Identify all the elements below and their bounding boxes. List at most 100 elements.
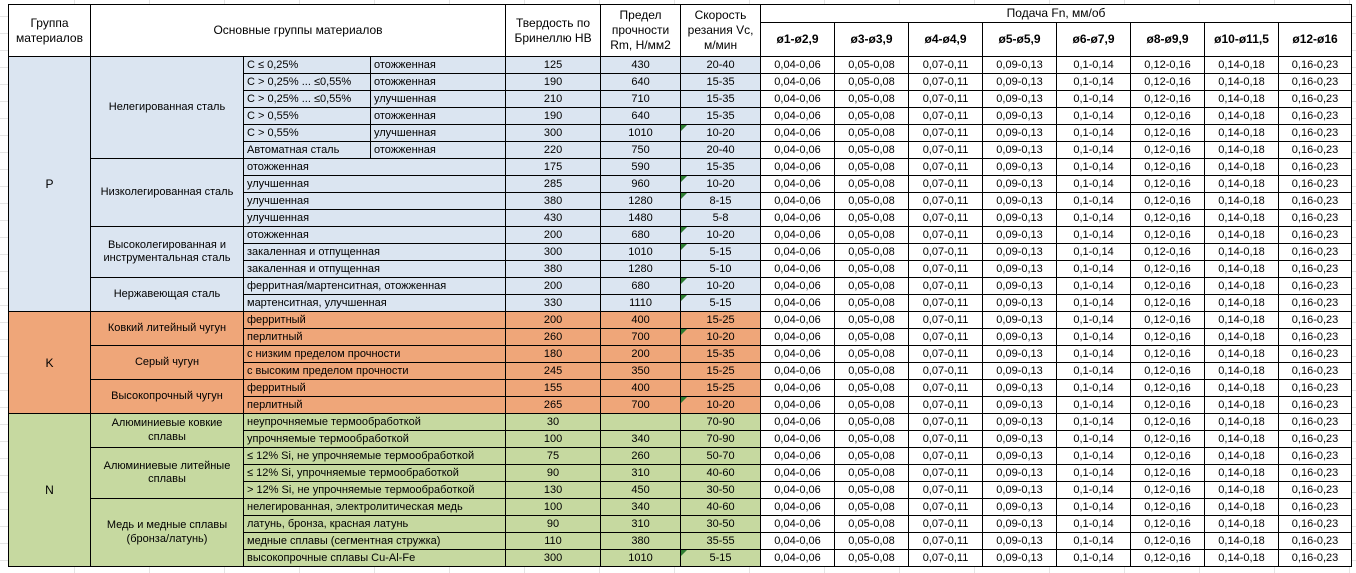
feed-cell: 0,16-0,23 <box>1278 362 1353 380</box>
feed-cell: 0,09-0,13 <box>982 447 1058 465</box>
feed-cell: 0,16-0,23 <box>1278 345 1353 363</box>
composition-cell: С > 0,55% <box>243 124 371 142</box>
speed-cell: 15-35 <box>680 73 762 91</box>
feed-cell: 0,04-0,06 <box>760 243 836 261</box>
feed-cell: 0,1-0,14 <box>1056 379 1132 397</box>
feed-cell: 0,05-0,08 <box>834 498 910 516</box>
speed-cell: 40-60 <box>680 464 762 482</box>
feed-cell: 0,14-0,18 <box>1204 311 1280 329</box>
feed-cell: 0,16-0,23 <box>1278 175 1353 193</box>
feed-cell: 0,16-0,23 <box>1278 260 1353 278</box>
table-row: мартенситная, улучшенная 330 1110 5-15 0,04-… <box>9 294 1353 312</box>
feed-cell: 0,16-0,23 <box>1278 243 1353 261</box>
feed-cell: 0,14-0,18 <box>1204 73 1280 91</box>
feed-cell: 0,04-0,06 <box>760 464 836 482</box>
feed-cell: 0,14-0,18 <box>1204 345 1280 363</box>
feed-cell: 0,04-0,06 <box>760 447 836 465</box>
feed-cell: 0,1-0,14 <box>1056 430 1132 448</box>
note-corner-triangle-icon <box>681 550 688 556</box>
table-row: Низколегированная сталь отожженная 175 590 1… <box>9 158 1353 227</box>
header-feed-diameter: ø10-ø11,5 <box>1204 22 1280 57</box>
speed-cell: 15-25 <box>680 362 762 380</box>
feed-cell: 0,12-0,16 <box>1130 277 1206 295</box>
strength-cell: 340 <box>600 498 682 516</box>
table-row: С > 0,55% улучшенная 300 1010 10-20 0,04-0,06… <box>9 124 1353 142</box>
group-letter-cell: P <box>8 56 91 312</box>
strength-cell: 640 <box>600 107 682 125</box>
feed-cell: 0,16-0,23 <box>1278 107 1353 125</box>
feed-cell: 0,12-0,16 <box>1130 158 1206 176</box>
speed-cell: 35-55 <box>680 532 762 550</box>
feed-cell: 0,12-0,16 <box>1130 107 1206 125</box>
feed-cell: 0,14-0,18 <box>1204 175 1280 193</box>
feed-cell: 0,05-0,08 <box>834 464 910 482</box>
state-cell: улучшенная <box>369 124 507 142</box>
speed-cell: 5-15 <box>680 294 762 312</box>
strength-cell: 310 <box>600 515 682 533</box>
feed-cell: 0,04-0,06 <box>760 277 836 295</box>
feed-cell: 0,05-0,08 <box>834 175 910 193</box>
feed-cell: 0,16-0,23 <box>1278 141 1353 159</box>
strength-cell <box>600 413 682 431</box>
table-row: Алюминиевые литейные сплавы ≤ 12% Si, не … <box>9 447 1353 499</box>
note-corner-triangle-icon <box>681 125 688 131</box>
feed-cell: 0,12-0,16 <box>1130 311 1206 329</box>
state-cell: отожженная <box>369 56 507 74</box>
feed-cell: 0,04-0,06 <box>760 515 836 533</box>
table-row: перлитный 265 700 10-20 0,04-0,06 0,05-0,08 0,… <box>9 396 1353 414</box>
feed-cell: 0,07-0,11 <box>908 260 984 278</box>
hardness-cell: 200 <box>505 311 602 329</box>
feed-cell: 0,14-0,18 <box>1204 464 1280 482</box>
state-cell: отожженная <box>369 141 507 159</box>
feed-cell: 0,14-0,18 <box>1204 243 1280 261</box>
hardness-cell: 90 <box>505 515 602 533</box>
feed-cell: 0,07-0,11 <box>908 379 984 397</box>
feed-cell: 0,16-0,23 <box>1278 73 1353 91</box>
feed-cell: 0,07-0,11 <box>908 124 984 142</box>
table-row: улучшенная 380 1280 8-15 0,04-0,06 0,05-0,08 0… <box>9 192 1353 210</box>
feed-cell: 0,12-0,16 <box>1130 464 1206 482</box>
hardness-cell: 30 <box>505 413 602 431</box>
strength-cell: 590 <box>600 158 682 176</box>
subgroup-name-cell: Нелегированная сталь <box>90 56 244 159</box>
feed-cell: 0,16-0,23 <box>1278 515 1353 533</box>
feed-cell: 0,07-0,11 <box>908 311 984 329</box>
feed-cell: 0,1-0,14 <box>1056 124 1132 142</box>
feed-cell: 0,07-0,11 <box>908 56 984 74</box>
feed-cell: 0,04-0,06 <box>760 498 836 516</box>
feed-cell: 0,1-0,14 <box>1056 362 1132 380</box>
subgroup-name-cell: Высокопрочный чугун <box>90 379 244 414</box>
subgroup-name-cell: Алюминиевые литейные сплавы <box>90 447 244 499</box>
header-main-material-groups: Основные группы материалов <box>89 4 507 57</box>
feed-cell: 0,09-0,13 <box>982 294 1058 312</box>
feed-cell: 0,14-0,18 <box>1204 107 1280 125</box>
hardness-cell: 180 <box>505 345 602 363</box>
feed-cell: 0,05-0,08 <box>834 311 910 329</box>
description-cell: улучшенная <box>242 209 507 227</box>
composition-cell: С > 0,25% ... ≤0,55% <box>243 73 371 91</box>
feed-cell: 0,12-0,16 <box>1130 209 1206 227</box>
subgroup-name-cell: Нержавеющая сталь <box>90 277 244 312</box>
feed-cell: 0,1-0,14 <box>1056 90 1132 108</box>
feed-cell: 0,16-0,23 <box>1278 379 1353 397</box>
subgroup-name-cell: Медь и медные сплавы (бронза/латунь) <box>90 498 244 567</box>
speed-cell: 10-20 <box>680 277 762 295</box>
description-cell: с низким пределом прочности <box>242 345 507 363</box>
feed-cell: 0,09-0,13 <box>982 362 1058 380</box>
feed-cell: 0,16-0,23 <box>1278 56 1353 74</box>
feed-cell: 0,1-0,14 <box>1056 192 1132 210</box>
feed-cell: 0,14-0,18 <box>1204 124 1280 142</box>
strength-cell: 1480 <box>600 209 682 227</box>
description-cell: ≤ 12% Si, упрочняемые термообработкой <box>242 464 507 482</box>
feed-cell: 0,1-0,14 <box>1056 481 1132 499</box>
feed-cell: 0,1-0,14 <box>1056 175 1132 193</box>
speed-cell: 30-50 <box>680 481 762 499</box>
feed-cell: 0,09-0,13 <box>982 413 1058 431</box>
feed-cell: 0,05-0,08 <box>834 294 910 312</box>
spreadsheet-area: Группа материалов Основные группы матери… <box>8 4 1353 567</box>
feed-cell: 0,05-0,08 <box>834 192 910 210</box>
feed-cell: 0,04-0,06 <box>760 192 836 210</box>
note-corner-triangle-icon <box>681 329 688 335</box>
feed-cell: 0,05-0,08 <box>834 328 910 346</box>
speed-cell: 50-70 <box>680 447 762 465</box>
